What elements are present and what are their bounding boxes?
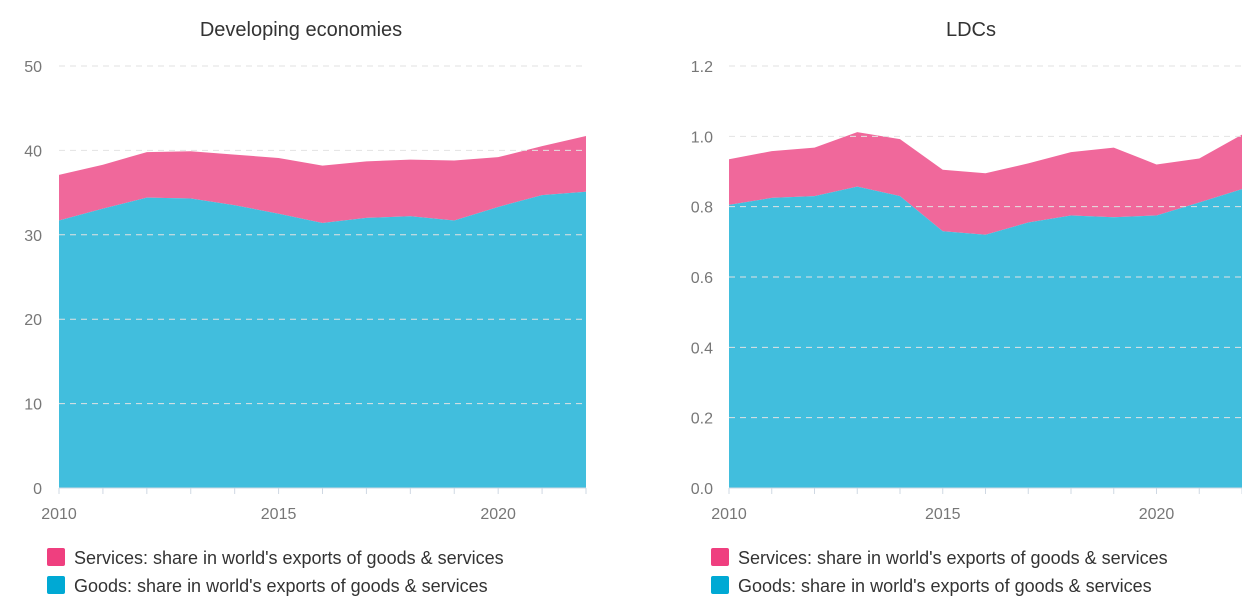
developing-y-tick-label: 20 (24, 312, 42, 329)
ldcs-y-tick-label: 0.0 (691, 481, 713, 498)
developing-y-tick-label: 30 (24, 228, 42, 245)
ldcs-y-tick-label: 0.2 (691, 411, 713, 428)
developing-services-area (59, 136, 586, 223)
ldcs-legend-label-services: Services: share in world's exports of go… (738, 548, 1168, 568)
ldcs-services-area (729, 132, 1242, 235)
developing-chart-title: Developing economies (200, 19, 402, 41)
developing-legend-swatch-services (47, 548, 65, 566)
developing-goods-area (59, 191, 586, 489)
ldcs-legend-swatch-goods (711, 576, 729, 594)
ldcs-x-tick-label: 2010 (711, 506, 747, 523)
developing-legend-label-services: Services: share in world's exports of go… (74, 548, 504, 568)
ldcs-y-tick-label: 0.8 (691, 200, 713, 217)
ldcs-legend-label-goods: Goods: share in world's exports of goods… (738, 576, 1152, 596)
ldcs-y-tick-label: 1.0 (691, 129, 713, 146)
developing-y-tick-label: 0 (33, 481, 42, 498)
ldcs-x-tick-label: 2015 (925, 506, 961, 523)
developing-legend-label-goods: Goods: share in world's exports of goods… (74, 576, 488, 596)
ldcs-y-tick-label: 0.6 (691, 270, 713, 287)
ldcs-x-tick-label: 2020 (1139, 506, 1175, 523)
developing-y-tick-label: 50 (24, 59, 42, 76)
developing-y-tick-label: 10 (24, 397, 42, 414)
developing-legend-swatch-goods (47, 576, 65, 594)
ldcs-y-tick-label: 1.2 (691, 59, 713, 76)
ldcs-chart-title: LDCs (946, 19, 996, 41)
ldcs-legend-swatch-services (711, 548, 729, 566)
developing-x-tick-label: 2015 (261, 506, 297, 523)
ldcs-goods-area (729, 186, 1242, 488)
developing-y-tick-label: 40 (24, 143, 42, 160)
developing-x-tick-label: 2010 (41, 506, 77, 523)
developing-x-tick-label: 2020 (480, 506, 516, 523)
ldcs-y-tick-label: 0.4 (691, 340, 713, 357)
